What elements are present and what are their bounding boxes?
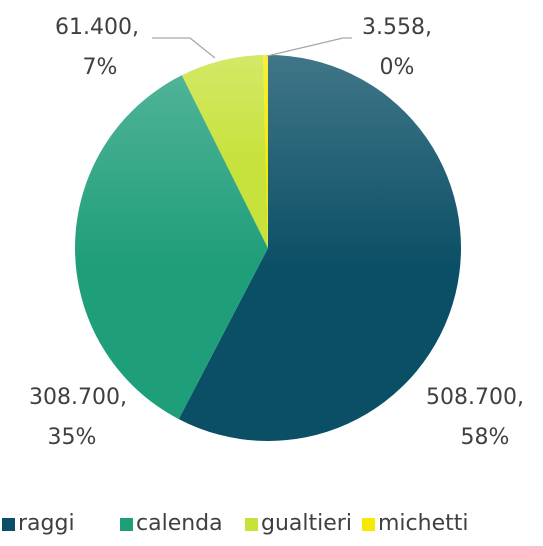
legend-label: gualtieri <box>261 511 352 536</box>
data-label: 508.700, <box>426 385 524 410</box>
legend-label: raggi <box>18 511 75 536</box>
legend-swatch <box>362 518 375 531</box>
data-label: 308.700, <box>29 385 127 410</box>
pie <box>75 55 461 441</box>
data-label: 61.400, <box>55 15 139 40</box>
data-label: 0% <box>380 55 415 80</box>
legend-swatch <box>2 518 15 531</box>
legend-label: calenda <box>136 511 223 536</box>
data-label: 35% <box>48 425 97 450</box>
data-label: 58% <box>461 425 510 450</box>
leader-line <box>266 37 352 57</box>
legend-swatch <box>120 518 133 531</box>
data-label: 7% <box>83 55 118 80</box>
data-label: 3.558, <box>362 15 432 40</box>
leader-line <box>152 37 216 59</box>
legend-label: michetti <box>378 511 468 536</box>
legend-swatch <box>245 518 258 531</box>
